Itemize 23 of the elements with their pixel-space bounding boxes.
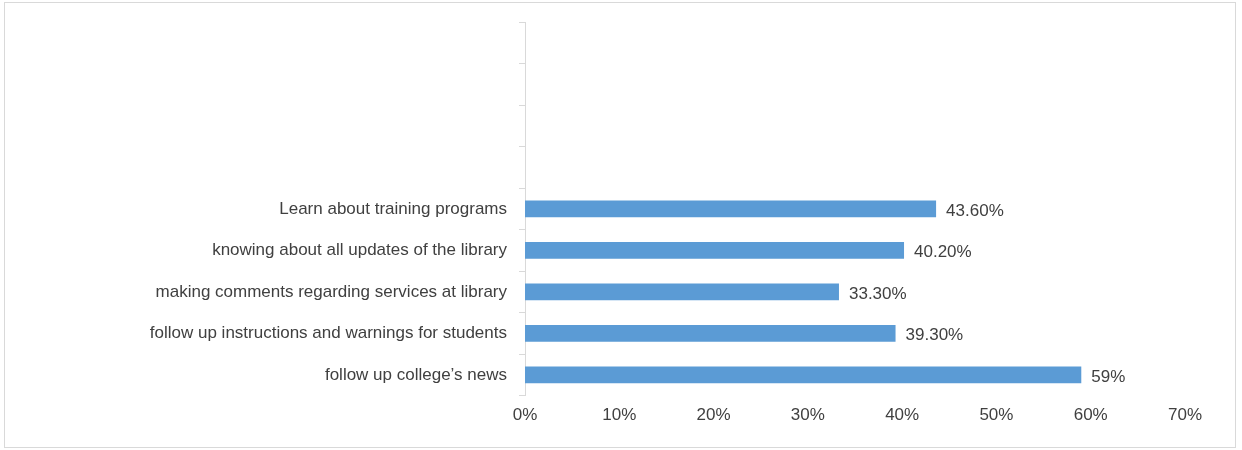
x-tick-label: 0% [512, 405, 538, 425]
x-tick-label: 40% [885, 405, 920, 425]
bar [525, 283, 839, 301]
bar [525, 325, 896, 342]
x-tick-label: 60% [1073, 405, 1108, 425]
y-tick-label: Learn about training programs [279, 198, 507, 218]
x-tick-label: 30% [790, 405, 825, 425]
x-tick-label: 10% [602, 405, 637, 425]
bar [525, 242, 905, 259]
y-tick-label: follow up instructions and warnings for students [149, 323, 507, 343]
y-tick-label: making comments regarding services at library [155, 281, 508, 301]
x-tick-label: 70% [1167, 405, 1203, 425]
bar [525, 200, 937, 218]
data-label: 59% [1091, 366, 1126, 386]
x-tick-label: 50% [979, 405, 1014, 425]
data-label: 39.30% [905, 325, 964, 345]
y-tick-label: knowing about all updates of the library [212, 240, 508, 260]
y-tick-label: follow up college’s news [324, 364, 507, 384]
x-tick-label: 20% [696, 405, 731, 425]
data-label: 40.20% [914, 242, 972, 262]
data-label: 43.60% [946, 200, 1004, 220]
data-label: 33.30% [848, 283, 907, 303]
bar [525, 366, 1082, 384]
